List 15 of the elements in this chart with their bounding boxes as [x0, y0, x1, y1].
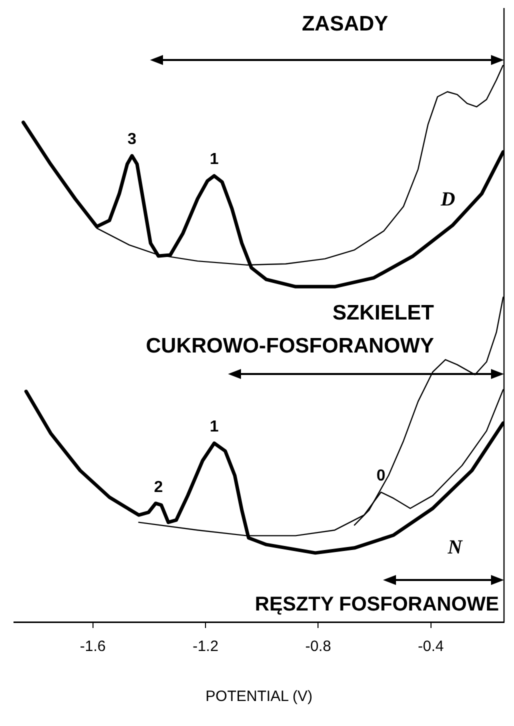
x-axis-title: POTENTIAL (V) — [206, 688, 312, 706]
annotation: 3 — [128, 131, 137, 148]
annotation: 0 — [376, 468, 386, 485]
text: ZASADY — [302, 12, 388, 36]
annotation: 1 — [210, 418, 219, 436]
x-tick-label: -1.2 — [192, 638, 218, 656]
annotation: SZKIELET CUKROWO-FOSFORANOWY — [146, 301, 434, 357]
x-tick-label: -1.6 — [80, 638, 106, 656]
annotation: RĘSZTY FOSFORANOWE — [254, 594, 499, 616]
annotation: 1 — [210, 151, 219, 168]
x-tick-label: -0.4 — [418, 638, 444, 656]
annotation: N — [448, 536, 462, 558]
annotation: D — [440, 188, 456, 210]
x-tick-label: -0.8 — [305, 638, 332, 656]
annotation: 2 — [154, 478, 164, 496]
